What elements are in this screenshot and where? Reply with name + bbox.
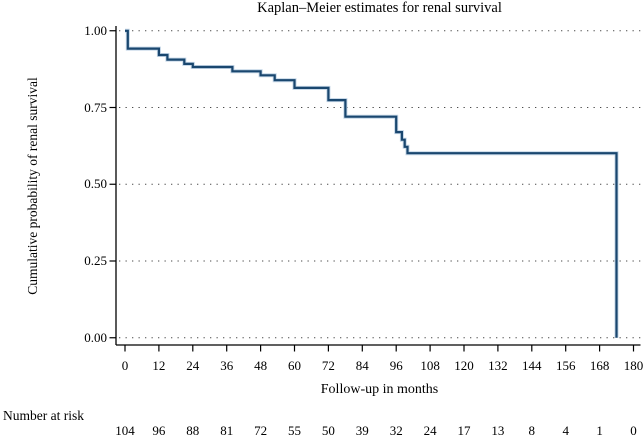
risk-value: 1	[596, 423, 603, 438]
survival-curve	[125, 29, 618, 338]
risk-value: 17	[457, 423, 471, 438]
risk-value: 81	[220, 423, 234, 438]
y-tick-label: 0.00	[84, 329, 107, 345]
risk-value: 55	[288, 423, 301, 438]
chart-title: Kaplan–Meier estimates for renal surviva…	[257, 0, 502, 16]
x-tick-label: 120	[454, 358, 474, 373]
x-tick-label: 60	[288, 358, 301, 373]
risk-value: 39	[355, 423, 369, 438]
x-tick-label: 180	[623, 358, 643, 373]
x-tick-label: 156	[555, 358, 576, 373]
number-at-risk-label: Number at risk	[3, 408, 84, 423]
x-tick-label: 84	[355, 358, 369, 373]
x-tick-label: 96	[389, 358, 403, 373]
x-tick-label: 12	[152, 358, 166, 373]
x-tick-label: 0	[121, 358, 129, 373]
y-tick-label: 1.00	[84, 22, 107, 38]
y-tick-label: 0.75	[84, 99, 107, 115]
y-tick-label: 0.50	[84, 176, 107, 192]
risk-value: 72	[254, 423, 268, 438]
risk-value: 32	[389, 423, 403, 438]
x-tick-label: 144	[522, 358, 542, 373]
risk-value: 0	[630, 423, 637, 438]
risk-value: 4	[562, 423, 569, 438]
x-tick-label: 108	[420, 358, 440, 373]
x-tick-label: 132	[488, 358, 508, 373]
y-tick-label: 0.25	[84, 253, 107, 268]
risk-value: 88	[186, 423, 200, 438]
x-axis-label: Follow-up in months	[320, 382, 439, 397]
risk-value: 8	[528, 423, 536, 438]
x-tick-label: 24	[186, 358, 200, 373]
x-tick-label: 36	[220, 358, 234, 373]
risk-value: 96	[152, 423, 166, 438]
risk-value: 13	[491, 423, 505, 438]
x-tick-label: 48	[254, 358, 268, 373]
risk-value: 24	[423, 423, 437, 438]
x-tick-label: 72	[321, 358, 335, 373]
x-tick-label: 168	[589, 358, 610, 373]
risk-value: 104	[115, 423, 135, 438]
risk-value: 50	[321, 423, 335, 438]
